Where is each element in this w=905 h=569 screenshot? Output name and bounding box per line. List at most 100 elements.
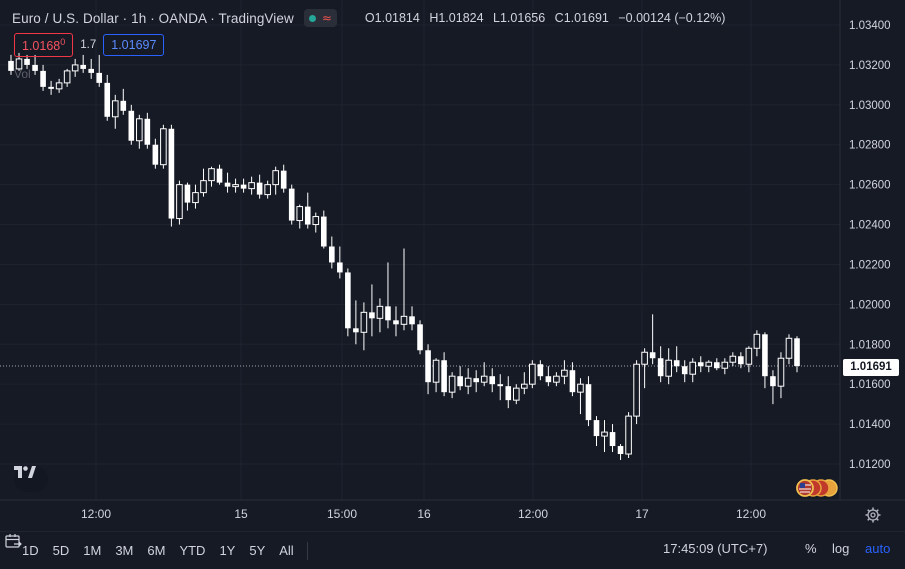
candle-body [753,333,761,349]
candlestick-chart[interactable]: 1.03400 1.03200 1.03000 1.02800 1.02600 1.024… [0,0,905,532]
percent-scale-toggle[interactable]: % [805,541,817,556]
candle-body [376,305,384,319]
candle [96,54,103,87]
candle-body [232,184,239,188]
candle [425,344,431,395]
range-button-6m[interactable]: 6M [147,543,166,558]
volume-label[interactable]: Vol [14,67,31,81]
price-tick-label: 1.01600 [849,379,891,391]
price-tick-label: 1.01200 [849,459,891,471]
candle-body [128,110,135,141]
range-button-ytd[interactable]: YTD [179,543,206,558]
sell-price-sup: 0 [60,37,66,47]
range-button-all[interactable]: All [279,543,294,558]
candle [497,374,504,401]
candle-body [360,311,368,333]
candle-body [441,360,447,393]
candle [657,346,664,383]
candle-body [464,377,472,387]
range-button-3m[interactable]: 3M [115,543,134,558]
candle-body [425,350,431,383]
candle [15,52,23,71]
candle-body [192,192,199,204]
candle-body [633,363,640,417]
calendar-goto-icon[interactable] [4,532,22,550]
candle-body [111,100,119,118]
price-tick-label: 1.03000 [849,100,891,112]
candle [473,370,479,393]
low-label: L [493,11,500,25]
candle [360,302,368,351]
candle-body [738,356,744,365]
range-button-1y[interactable]: 1Y [219,543,236,558]
candle [762,332,768,389]
candle-body [537,364,544,377]
candle [753,330,761,357]
candle [601,420,608,453]
candle [353,300,359,345]
close-value: 1.01691 [563,11,609,25]
candle [505,376,512,409]
candle [729,352,737,367]
candle-body [794,338,800,367]
candle-body [40,70,46,87]
candle-body [448,375,456,393]
price-tick-label: 1.02400 [849,220,891,232]
range-button-1d[interactable]: 1D [22,543,39,558]
market-status[interactable]: ≈ [303,9,337,27]
candle-body [745,347,753,365]
candle [176,180,183,225]
candle [409,306,415,331]
candle-body [15,58,23,70]
bottom-toolbar: 1D 5D 1M 3M 6M YTD 1Y 5Y All 17:45:09 (UTC+7) % … [0,532,905,569]
candle-body [409,316,415,325]
time-axis[interactable]: 12:00 15 15:00 16 12:00 17 12:00 [81,507,766,521]
candle-body [393,320,399,325]
candle [8,54,14,75]
candle-body [577,383,584,393]
range-button-5d[interactable]: 5D [52,543,70,558]
candle [296,204,304,229]
candle-body [473,378,479,383]
candle-body [256,182,263,195]
candle-body [136,118,143,142]
range-button-5y[interactable]: 5Y [249,543,266,558]
candle-body [55,82,63,90]
candle [577,378,584,415]
log-scale-toggle[interactable]: log [832,541,850,556]
toolbar-divider [306,541,308,560]
sell-button[interactable]: 1.01680 [14,33,74,58]
change-value: −0.00124 (−0.12%) [618,11,726,25]
candle-body [63,70,71,84]
candle-body [480,375,488,383]
symbol-legend[interactable]: Euro / U.S. Dollar · 1h · OANDA · Tradin… [12,9,731,27]
candle [232,178,239,193]
candle [432,358,440,393]
auto-scale-toggle[interactable]: auto [865,541,891,556]
tradingview-logo-icon[interactable] [14,466,48,492]
candle [160,124,167,169]
timezone-clock[interactable]: 17:45:09 (UTC+7) [663,541,768,556]
sell-price: 1.0168 [22,39,61,54]
candle [200,168,207,197]
candle [55,78,63,93]
candle [88,58,95,79]
candle [713,358,720,371]
candle-body [705,361,713,367]
price-tick-label: 1.02600 [849,180,891,192]
candle [224,172,231,193]
candle-body [553,375,560,383]
candle-body [489,376,496,385]
candle-body [729,355,737,363]
candle-body [304,206,311,225]
range-button-1m[interactable]: 1M [83,543,102,558]
candle [738,352,744,369]
candle [208,166,215,187]
buy-button[interactable]: 1.01697 [103,34,165,57]
candle [168,124,175,227]
symbol-title[interactable]: Euro / U.S. Dollar · 1h · OANDA · Tradin… [12,10,294,26]
low-value: 1.01656 [499,11,546,25]
candle [288,184,295,225]
price-axis[interactable]: 1.03400 1.03200 1.03000 1.02800 1.02600 1.024… [849,20,891,471]
